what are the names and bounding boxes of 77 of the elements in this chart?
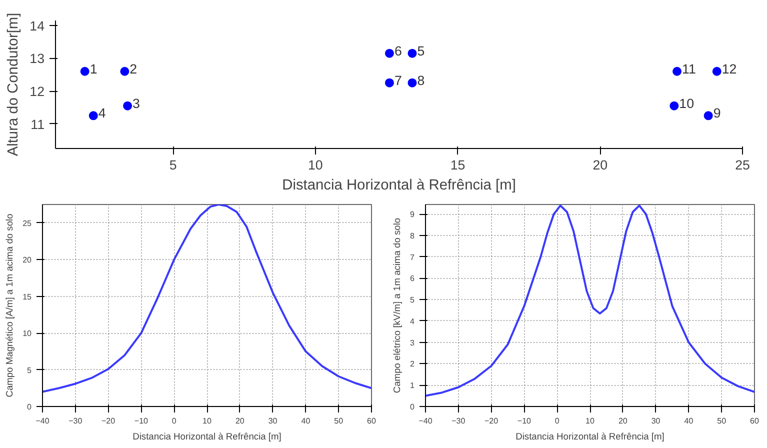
x-tick-label: −30 [452, 416, 466, 426]
point [408, 48, 417, 58]
y-tick-label: 7 [410, 252, 416, 262]
x-axis-title: Distancia Horizontal à Refrência [m] [516, 432, 664, 442]
y-axis-title: Altura do Condutor[m] [6, 12, 22, 156]
annotation: 3 [132, 96, 140, 111]
y-tick-label: 13 [30, 51, 45, 66]
y-tick-label: 0 [410, 402, 416, 412]
line-series [426, 204, 754, 397]
x-tick-label: 50 [717, 416, 727, 426]
annotation: 7 [394, 72, 402, 88]
x-tick-label: −10 [517, 416, 532, 426]
point [88, 111, 98, 120]
annotation: 4 [98, 106, 106, 121]
point [80, 66, 90, 76]
y-tick-label: 15 [22, 292, 32, 302]
annotation: 6 [394, 43, 402, 58]
x-tick-label: 25 [735, 158, 750, 172]
x-tick-label: −40 [36, 416, 50, 426]
x-axis-title: Distancia Horizontal à Refrência [m] [282, 178, 516, 194]
point [120, 66, 130, 76]
x-tick-label: 20 [618, 416, 628, 426]
y-axis-title: Campo elétrico [kV/m] a 1m acima do solo [392, 218, 402, 394]
x-tick-label: 20 [592, 158, 608, 172]
y-tick-label: 2 [410, 360, 416, 369]
x-tick-label: 50 [334, 416, 344, 426]
x-tick-label: 15 [450, 158, 466, 172]
y-tick-label: 1 [410, 381, 416, 390]
x-axis-title: Distancia Horizontal à Refrência [m] [132, 432, 282, 442]
x-tick-label: −40 [418, 416, 433, 426]
x-tick-label: 0 [554, 416, 560, 426]
point [670, 101, 679, 110]
x-tick-label: 40 [301, 416, 311, 426]
annotation: 10 [679, 96, 694, 111]
y-axis-title: Campo Magnético [A/m] a 1m acima do solo [4, 214, 15, 398]
point [712, 66, 722, 76]
y-tick-label: 5 [410, 296, 416, 305]
annotation: 2 [130, 61, 138, 76]
x-tick-label: −10 [134, 416, 149, 426]
y-tick-label: 14 [30, 18, 46, 34]
y-tick-label: 4 [410, 316, 416, 326]
y-tick-label: 20 [22, 256, 32, 265]
point [704, 111, 713, 120]
point [384, 48, 394, 58]
x-tick-label: 60 [750, 416, 760, 426]
y-tick-label: 11 [30, 116, 45, 132]
point [123, 101, 132, 110]
x-tick-label: 10 [586, 416, 595, 426]
x-tick-label: 30 [651, 416, 661, 426]
point [408, 78, 417, 88]
y-tick-label: 5 [27, 366, 32, 375]
x-tick-label: 20 [235, 416, 245, 426]
y-tick-label: 0 [27, 402, 32, 412]
x-tick-label: 10 [308, 158, 323, 172]
x-tick-label: 30 [268, 416, 278, 426]
annotation: 1 [90, 61, 98, 76]
x-tick-label: −20 [102, 416, 116, 426]
x-tick-label: 5 [169, 158, 177, 172]
line-series [42, 204, 372, 393]
x-tick-label: 60 [367, 416, 376, 426]
annotation: 12 [722, 61, 737, 76]
x-tick-label: 10 [202, 416, 212, 426]
y-tick-label: 8 [410, 231, 416, 240]
y-tick-label: 12 [30, 84, 45, 100]
y-tick-label: 6 [410, 274, 416, 284]
x-tick-label: −30 [68, 416, 83, 426]
x-tick-label: 0 [172, 416, 177, 426]
annotation: 11 [682, 61, 696, 76]
annotation: 9 [713, 106, 721, 121]
x-tick-label: 40 [684, 416, 694, 426]
x-tick-label: −20 [484, 416, 499, 426]
point [672, 66, 682, 76]
point [384, 78, 394, 88]
y-tick-label: 9 [410, 210, 416, 220]
y-tick-label: 25 [22, 218, 32, 228]
y-tick-label: 3 [410, 338, 416, 348]
y-tick-label: 10 [22, 329, 32, 338]
